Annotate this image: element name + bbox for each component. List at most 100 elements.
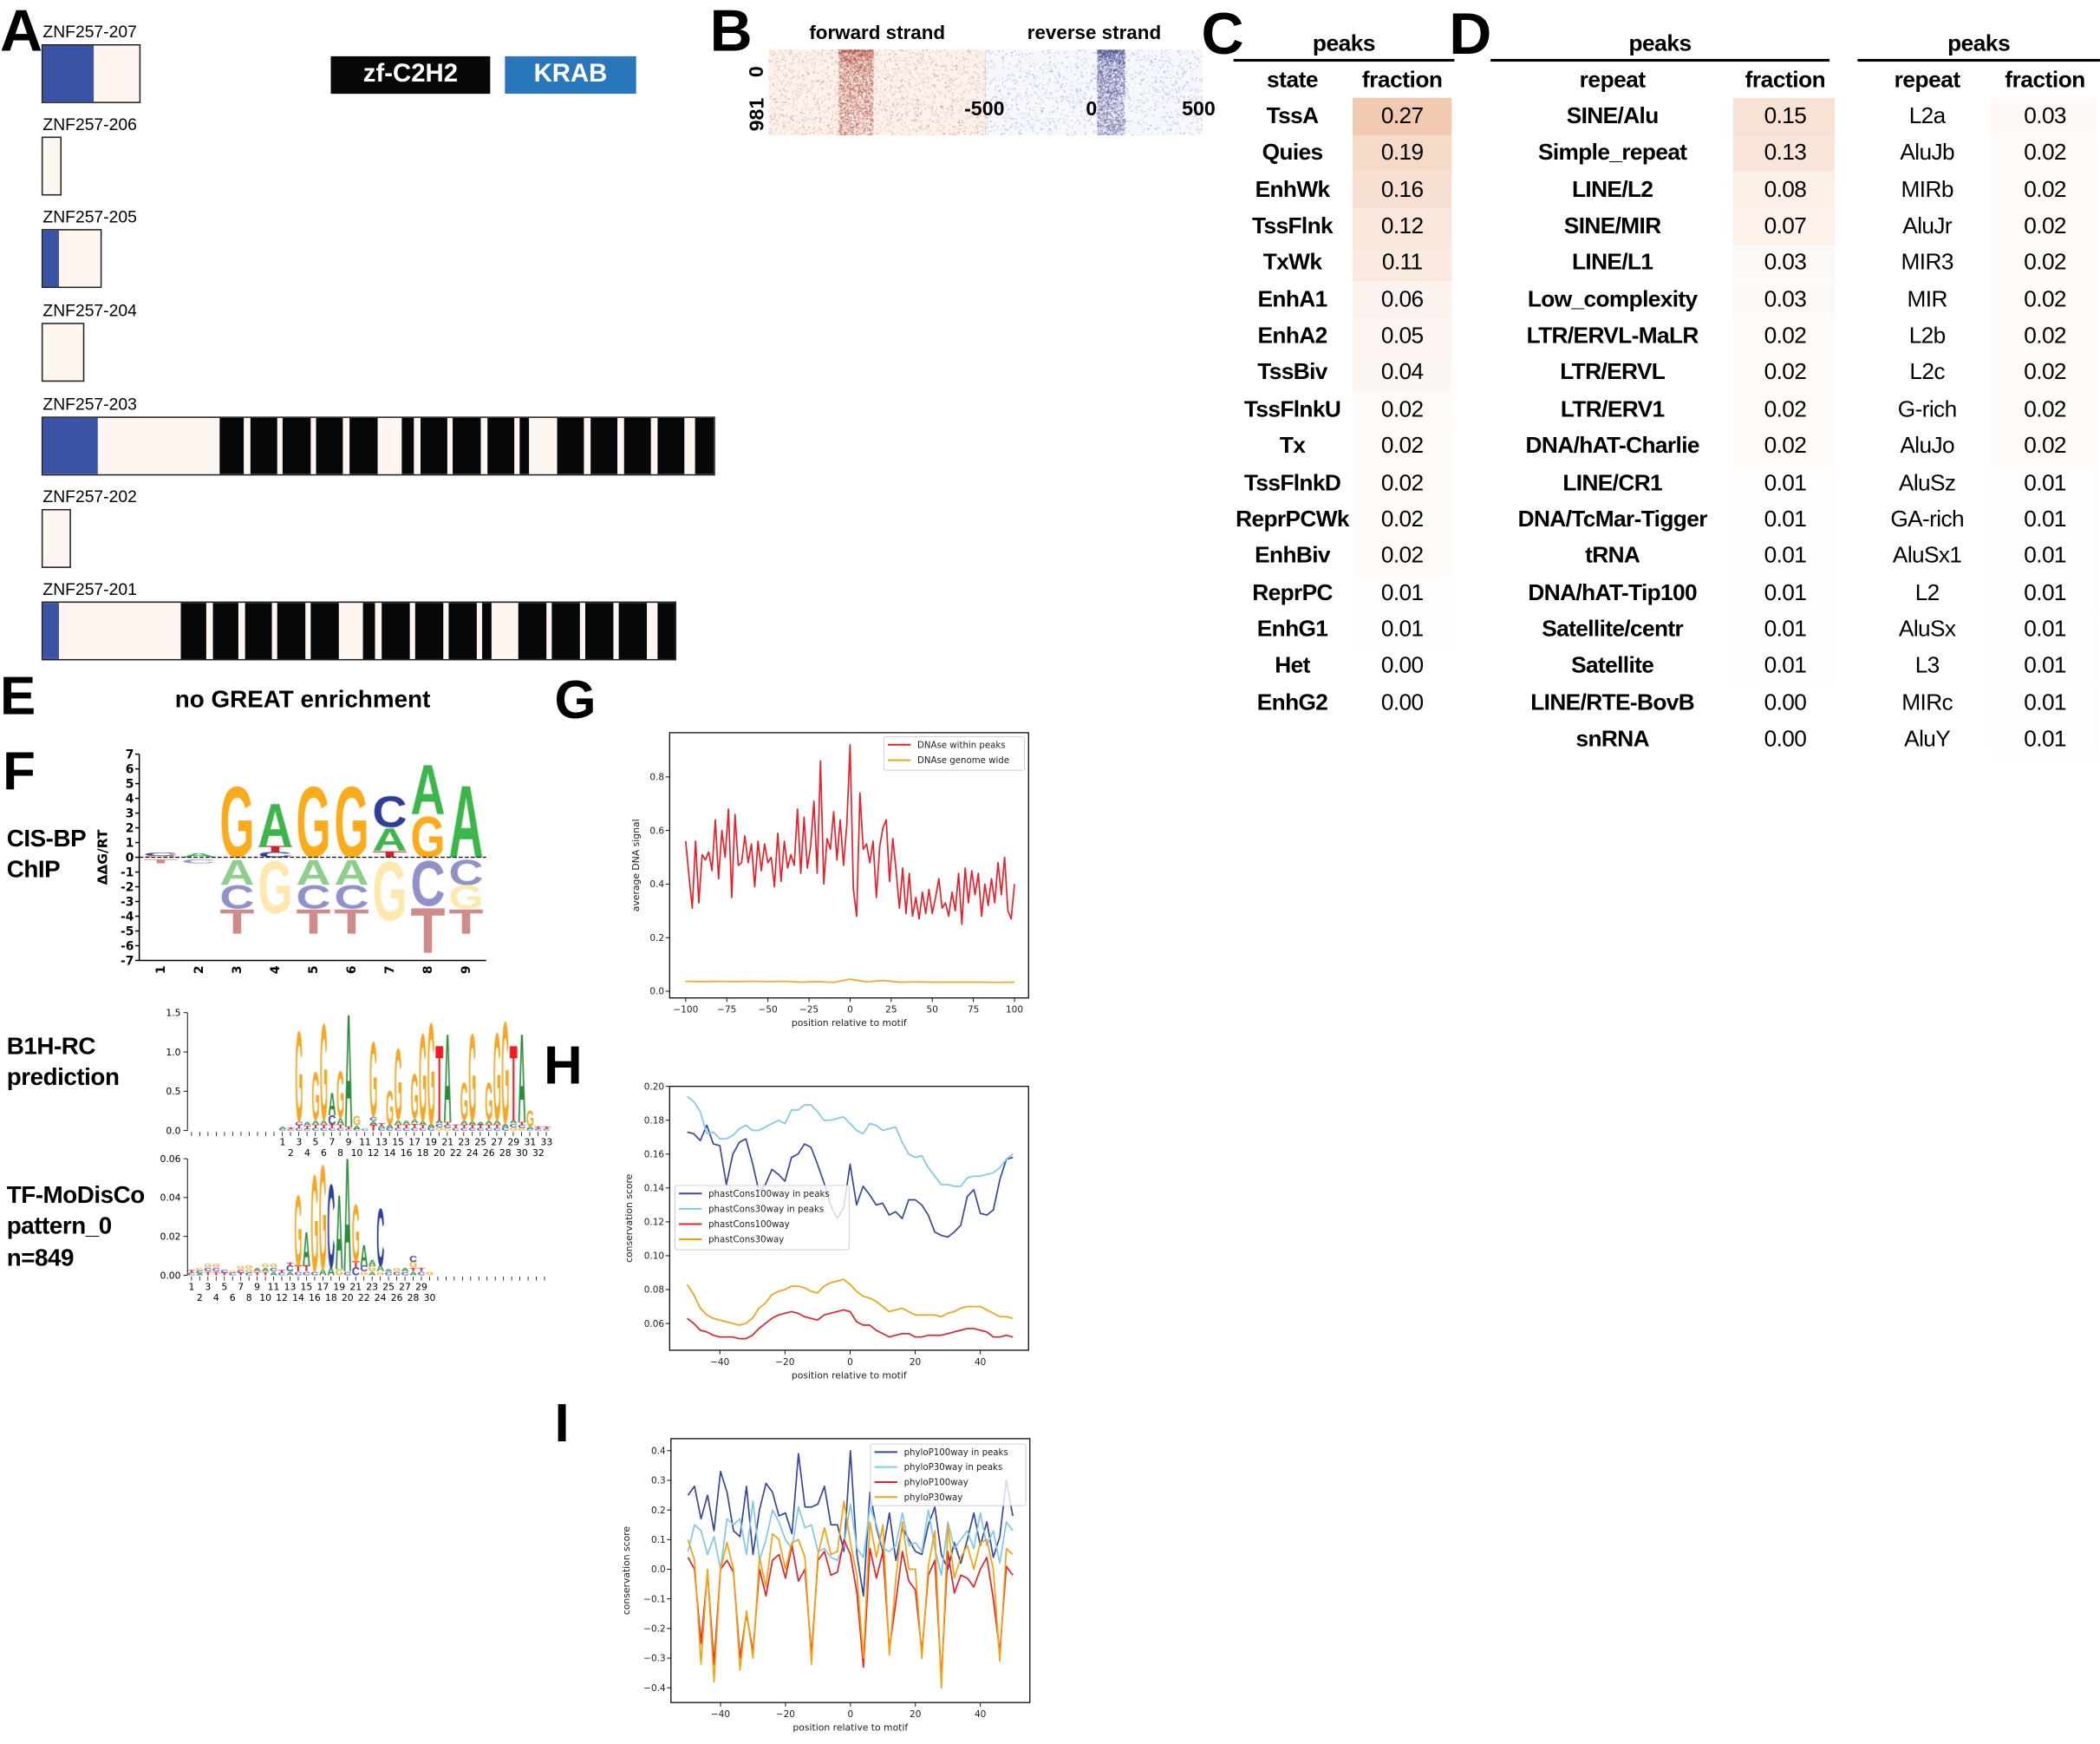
position-label: 2 — [197, 1292, 203, 1303]
fraction-cell-bg — [1353, 245, 1452, 282]
table-row-fraction: 0.00 — [1764, 726, 1807, 752]
y-tick-label: 0 — [126, 851, 134, 865]
x-tick-label: −25 — [799, 1005, 818, 1016]
series-line-dnase-within-peaks — [684, 743, 1015, 925]
fraction-cell-bg — [1732, 98, 1836, 135]
position-label: 32 — [532, 1147, 545, 1159]
y-tick-label: 0.2 — [649, 933, 664, 944]
inter-domain-gap — [342, 417, 350, 474]
table-row-label: LTR/ERV1 — [1560, 395, 1665, 422]
fraction-cell-bg — [1353, 647, 1452, 685]
table-row-fraction: 0.01 — [2024, 616, 2066, 642]
table-row-label: Satellite — [1571, 652, 1654, 678]
modisco-label-line: pattern_0 — [6, 1212, 112, 1240]
table-row-label: GA-rich — [1890, 506, 1965, 532]
legend-label: phyloP30way — [904, 1493, 963, 1503]
fraction-cell-bg — [1732, 574, 1836, 611]
cisbp-label-line: ChIP — [6, 856, 61, 884]
fraction-cell-bg — [1353, 538, 1452, 575]
position-label: 3 — [297, 1137, 303, 1148]
table-row-fraction: 0.02 — [2024, 212, 2066, 239]
position-label: 12 — [368, 1147, 380, 1159]
y-tick-label: -4 — [121, 910, 134, 924]
table-row-label: DNA/TcMar-Tigger — [1517, 506, 1708, 532]
position-label: 25 — [474, 1137, 486, 1148]
table-row-label: Low_complexity — [1527, 286, 1698, 312]
inter-domain-gap — [650, 417, 658, 474]
table-header-rule — [1857, 58, 2100, 62]
y-axis-label: ΔΔG/RT — [95, 829, 111, 885]
inter-domain-gap — [447, 417, 453, 474]
legend-label: phastCons100way — [708, 1220, 790, 1230]
position-label: 7 — [383, 965, 397, 974]
transcript-bar — [41, 43, 141, 103]
heatmap-x-tick: 0 — [1086, 97, 1098, 121]
fraction-cell-bg — [1732, 721, 1836, 758]
position-label: 4 — [304, 1147, 310, 1159]
fraction-cell-bg — [1732, 647, 1836, 685]
y-tick-label: 0.10 — [644, 1251, 664, 1262]
position-label: 6 — [321, 1147, 327, 1159]
inter-domain-gap — [480, 417, 488, 474]
inter-domain-gap — [684, 417, 695, 474]
series-line-phastcons100way-in-peaks — [687, 1124, 1014, 1238]
table-row-label: Quies — [1262, 140, 1324, 166]
table-row-label: SINE/Alu — [1566, 102, 1660, 129]
modisco-label-line: TF-MoDisCo — [6, 1181, 146, 1209]
table-column-header: fraction — [1361, 67, 1443, 93]
position-label: 10 — [351, 1147, 363, 1159]
fraction-cell-bg — [1353, 171, 1452, 209]
transcript-label: ZNF257-201 — [42, 579, 137, 599]
fraction-cell-bg — [1990, 171, 2097, 209]
fraction-cell-bg — [1732, 428, 1836, 465]
position-label: 8 — [421, 965, 435, 974]
table-row-label: Simple_repeat — [1537, 140, 1687, 166]
transcript-bar — [41, 229, 102, 289]
heatmap-x-tick: -500 — [964, 97, 1005, 121]
table-row-fraction: 0.01 — [2024, 506, 2066, 532]
fraction-cell-bg — [1353, 207, 1452, 245]
position-label: 28 — [408, 1292, 420, 1303]
krab-domain — [42, 230, 59, 287]
table-row-fraction: 0.01 — [1764, 469, 1807, 495]
x-tick-label: −40 — [711, 1709, 730, 1720]
y-axis-label: conservation score — [623, 1173, 635, 1263]
table-row-label: Satellite/centr — [1542, 616, 1684, 642]
table-row-label: L2b — [1908, 323, 1947, 349]
table-row-fraction: 0.01 — [2024, 542, 2066, 569]
y-tick-label: 3 — [126, 807, 134, 821]
y-tick-label: 0.6 — [649, 826, 664, 836]
table-row-fraction: 0.04 — [1380, 359, 1424, 385]
table-column-header: repeat — [1894, 67, 1961, 93]
table-row-fraction: 0.02 — [2024, 323, 2066, 349]
table-row-fraction: 0.06 — [1380, 286, 1424, 312]
table-row-label: DNA/hAT-Tip100 — [1528, 579, 1698, 605]
position-label: 22 — [358, 1292, 370, 1303]
fraction-cell-bg — [1732, 611, 1836, 648]
table-row-fraction: 0.02 — [1380, 542, 1424, 569]
fraction-cell-bg — [1990, 500, 2097, 539]
table-row-label: EnhWk — [1255, 176, 1331, 202]
position-label: 19 — [333, 1281, 345, 1292]
plot-frame — [668, 732, 1029, 999]
position-label: 15 — [392, 1137, 404, 1148]
zf-c2h2-domain-region — [180, 603, 675, 659]
fraction-cell-bg — [1353, 391, 1452, 428]
table-column-header: state — [1267, 67, 1319, 93]
y-tick-label: 0.12 — [644, 1218, 664, 1228]
table-row-fraction: 0.02 — [1764, 359, 1807, 385]
fraction-cell-bg — [1732, 684, 1836, 722]
legend-label: phastCons30way — [708, 1236, 784, 1245]
x-axis-label: position relative to motif — [792, 1722, 908, 1734]
transcript-bar — [41, 323, 85, 382]
position-label: 1 — [188, 1281, 194, 1292]
fraction-cell-bg — [1732, 538, 1836, 575]
y-tick-label: 0.0 — [649, 987, 664, 997]
y-tick-label: 0.0 — [166, 1126, 180, 1137]
y-tick-label: 1.0 — [166, 1047, 180, 1058]
panel-label-a: A — [0, 0, 43, 65]
position-label: 5 — [313, 1137, 319, 1148]
position-label: 27 — [399, 1281, 411, 1292]
x-tick-label: 0 — [847, 1357, 853, 1368]
